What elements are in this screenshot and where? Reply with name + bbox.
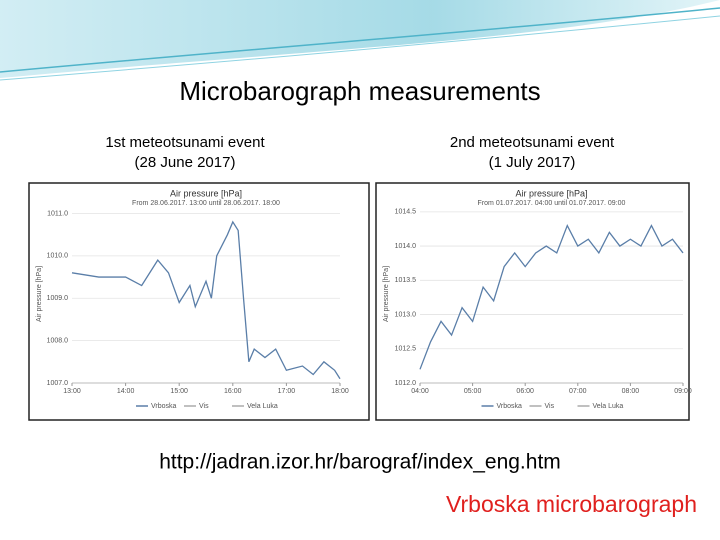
- chart-frame: [375, 182, 690, 421]
- x-tick-label: 13:00: [63, 388, 81, 395]
- y-axis-label: Air pressure [hPa]: [36, 266, 43, 322]
- y-tick-label: 1008.0: [47, 337, 69, 344]
- y-tick-label: 1010.0: [47, 253, 69, 260]
- header-curve: [0, 7, 720, 73]
- y-tick-label: 1012.5: [395, 346, 417, 353]
- y-tick-label: 1013.0: [395, 311, 417, 318]
- y-tick-label: 1009.0: [47, 295, 69, 302]
- credit: Vrboska microbarograph: [446, 491, 697, 517]
- data-line: [71, 220, 341, 380]
- x-tick-label: 15:00: [170, 388, 188, 395]
- y-tick-label: 1007.0: [47, 380, 69, 387]
- y-tick-label: 1014.0: [395, 243, 417, 250]
- legend-label: Vis: [545, 403, 555, 410]
- y-tick-label: 1012.0: [395, 380, 417, 387]
- chart: Air pressure [hPa] From 28.06.2017. 13:00…: [28, 182, 370, 421]
- caption: 1st meteotsunami event: [105, 134, 265, 151]
- x-tick-label: 09:00: [674, 388, 692, 395]
- chart-title: Air pressure [hPa]: [170, 188, 242, 198]
- slide-title: Microbarograph measurements: [179, 76, 540, 106]
- data-line: [419, 223, 684, 370]
- caption: (1 July 2017): [489, 154, 576, 171]
- legend-label: Vis: [199, 403, 209, 410]
- legend-label: Vela Luka: [247, 403, 278, 410]
- legend-label: Vrboska: [151, 403, 177, 410]
- x-tick-label: 05:00: [464, 388, 482, 395]
- x-tick-label: 14:00: [117, 388, 135, 395]
- header-swoosh: [0, 0, 720, 78]
- x-tick-label: 18:00: [331, 388, 349, 395]
- chart: Air pressure [hPa] From 01.07.2017. 04:00…: [375, 182, 692, 421]
- x-tick-label: 17:00: [278, 388, 296, 395]
- y-tick-label: 1014.5: [395, 209, 417, 216]
- y-axis-label: Air pressure [hPa]: [383, 266, 390, 322]
- chart-title: Air pressure [hPa]: [515, 188, 587, 198]
- y-tick-label: 1011.0: [47, 210, 68, 217]
- x-tick-label: 16:00: [224, 388, 242, 395]
- x-tick-label: 04:00: [411, 388, 429, 395]
- x-tick-label: 06:00: [516, 388, 534, 395]
- header-curve: [0, 15, 720, 81]
- chart-subtitle: From 01.07.2017. 04:00 until 01.07.2017.…: [478, 200, 626, 207]
- y-tick-label: 1013.5: [395, 277, 417, 284]
- chart-frame: [28, 182, 370, 421]
- chart-subtitle: From 28.06.2017. 13:00 until 28.06.2017.…: [132, 200, 280, 207]
- legend-label: Vrboska: [497, 403, 523, 410]
- x-tick-label: 07:00: [569, 388, 587, 395]
- caption: 2nd meteotsunami event: [450, 134, 615, 151]
- caption: (28 June 2017): [135, 154, 236, 171]
- x-tick-label: 08:00: [622, 388, 640, 395]
- legend-label: Vela Luka: [593, 403, 624, 410]
- source-url: http://jadran.izor.hr/barograf/index_eng…: [159, 451, 561, 474]
